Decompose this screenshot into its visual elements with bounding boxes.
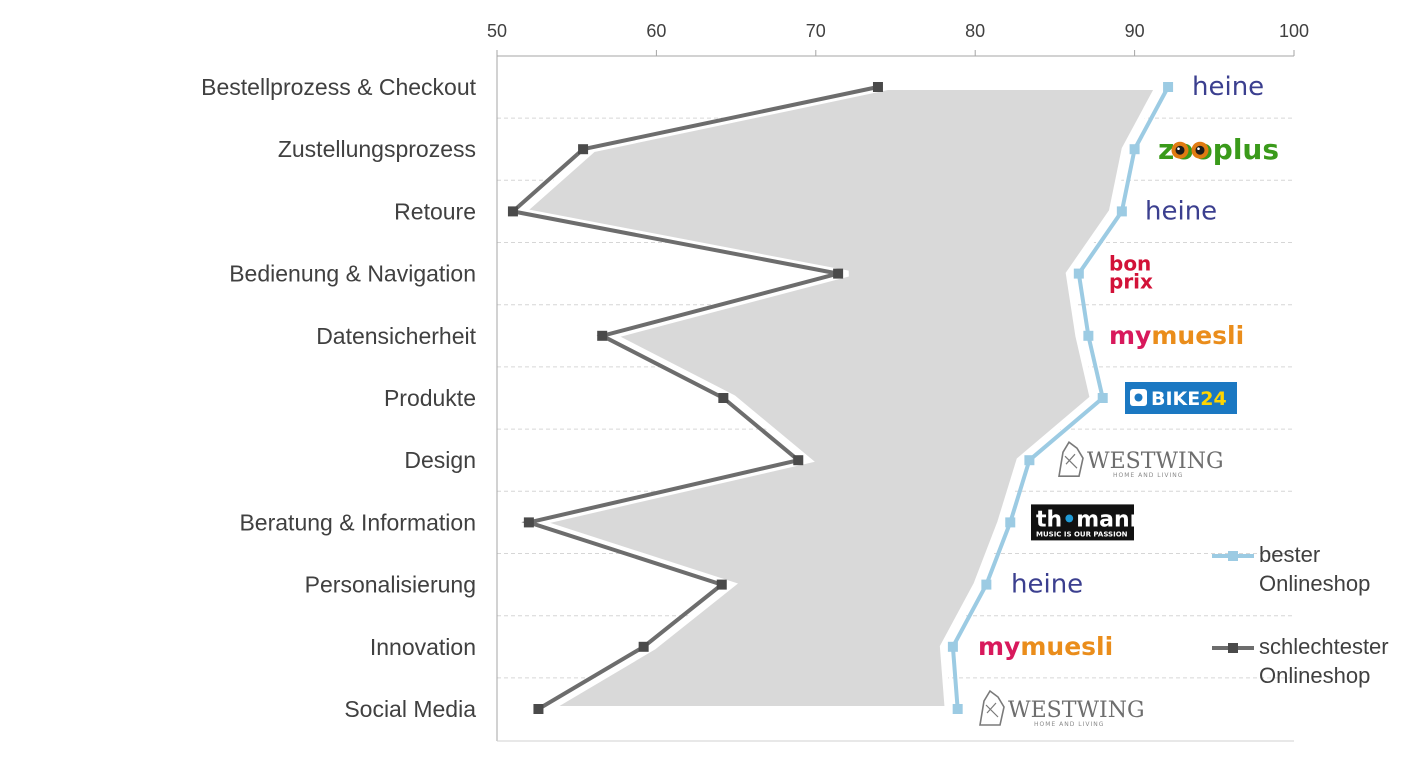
legend-label: bester [1259,542,1320,567]
mymuesli-logo: mymuesli [1109,321,1244,350]
worst-shop-point [523,517,534,528]
worst-shop-point [718,393,729,403]
svg-text:mymuesli: mymuesli [1109,321,1244,350]
worst-shop-point [872,82,883,92]
category-label: Datensicherheit [316,323,476,349]
best-shop-point [981,579,992,590]
category-label: Bedienung & Navigation [229,261,476,287]
x-tick-label: 70 [806,21,826,41]
category-label: Produkte [384,385,476,411]
category-label: Personalisierung [305,572,476,598]
legend-label: Onlineshop [1259,571,1370,596]
worst-shop-point [533,704,544,714]
worst-shop-point [507,206,518,217]
legend-entry: bester Onlineshop [1212,542,1370,596]
legend-entry: schlechtester Onlineshop [1212,634,1389,688]
best-shop-point [1073,268,1084,279]
legend-swatch-marker [1228,643,1238,653]
best-shop-point [1163,82,1174,92]
worst-shop-point [793,455,804,466]
worst-shop-point [716,579,727,590]
worst-shop-point [597,330,608,341]
worst-shop-point [638,641,649,652]
svg-text:prix: prix [1109,270,1153,294]
category-label: Design [404,447,476,473]
heine-logo: heine [1192,72,1264,102]
category-label: Bestellprozess & Checkout [201,74,476,100]
x-tick-label: 50 [487,21,507,41]
best-shop-point [1116,206,1127,217]
x-tick-label: 90 [1125,21,1145,41]
svg-text:WESTWING: WESTWING [1008,698,1145,723]
heine-logo: heine [1011,570,1083,600]
best-shop-point [1097,393,1108,403]
legend-label: schlechtester [1259,634,1389,659]
best-shop-point [947,641,958,652]
svg-text:HOME AND LIVING: HOME AND LIVING [1034,721,1104,728]
category-label: Retoure [394,198,476,224]
svg-text:mymuesli: mymuesli [978,632,1113,661]
heine-logo: heine [1145,196,1217,226]
worst-shop-point [833,268,844,279]
bike24-logo: BIKE24 [1125,382,1237,414]
svg-text:MUSIC IS OUR PASSION: MUSIC IS OUR PASSION [1036,530,1128,538]
worst-shop-point [578,144,589,155]
category-label: Innovation [370,634,476,660]
svg-text:heine: heine [1145,196,1217,226]
x-tick-label: 60 [646,21,666,41]
svg-text:BIKE24: BIKE24 [1151,388,1227,410]
legend-label: Onlineshop [1259,663,1370,688]
x-tick-label: 80 [965,21,985,41]
best-shop-point [952,704,963,714]
category-label: Zustellungsprozess [278,136,476,162]
svg-text:th•mann: th•mann [1036,507,1145,532]
best-shop-point [1129,144,1140,155]
svg-text:WESTWING: WESTWING [1087,449,1224,474]
svg-text:heine: heine [1192,72,1264,102]
x-tick-label: 100 [1279,21,1309,41]
category-label: Beratung & Information [239,509,476,535]
best-shop-point [1024,455,1035,466]
zooplus-logo: zooplus [1158,133,1279,166]
best-shop-point [1005,517,1016,528]
svg-text:HOME AND LIVING: HOME AND LIVING [1113,472,1183,479]
svg-text:bon: bon [1109,252,1151,276]
best-shop-point [1083,330,1094,341]
mymuesli-logo: mymuesli [978,632,1113,661]
category-label: Social Media [344,696,476,722]
svg-text:heine: heine [1011,570,1083,600]
legend-swatch-marker [1228,551,1238,561]
